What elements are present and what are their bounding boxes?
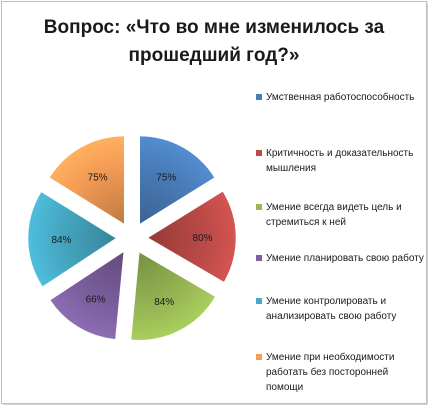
data-label: 66% [86,294,106,305]
legend-swatch [256,354,262,360]
chart-title-line-1: Вопрос: «Что во мне изменилось за [43,17,385,38]
data-label: 75% [156,172,176,183]
pie-slice [49,135,125,225]
legend-swatch [256,298,262,304]
pie-slice [49,251,125,340]
pie-slice [147,191,237,283]
legend-swatch [256,255,262,261]
pie-slice [130,251,216,341]
legend-label: Критичность и доказательность мышления [266,148,414,174]
legend-swatch [256,204,262,210]
pie-slice [139,135,215,225]
chart-title-line-2: прошедший год?» [128,45,300,66]
legend-label: Умение планировать свою работу [266,253,424,264]
chart-title: Вопрос: «Что во мне изменилось за прошед… [0,14,428,70]
pie-slice [27,191,117,287]
data-label: 84% [154,297,174,308]
data-label: 75% [88,172,108,183]
legend-label: Умение контролировать и анализировать св… [266,296,397,322]
legend-swatch [256,94,262,100]
legend-label: Умение при необходимости работать без по… [266,352,395,393]
data-label: 80% [193,233,213,244]
legend-label: Умение всегда видеть цель и стремиться к… [266,202,402,228]
data-label: 84% [51,235,71,246]
legend-swatch [256,150,262,156]
legend-label: Умственная работоспособность [266,92,415,103]
